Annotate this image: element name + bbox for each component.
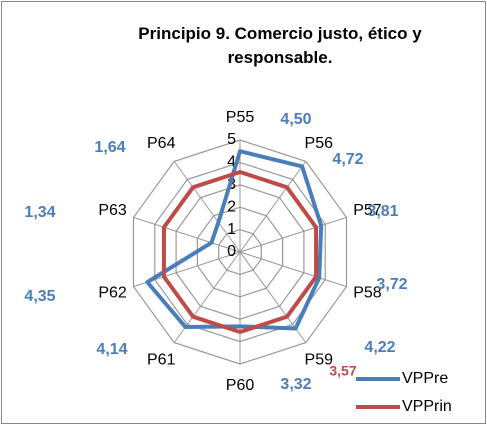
spoke — [133, 216, 241, 253]
category-label: P58 — [353, 285, 382, 302]
category-label: P55 — [226, 109, 255, 126]
category-label: P59 — [305, 352, 334, 369]
category-label: P61 — [147, 352, 176, 369]
category-label: P63 — [98, 202, 127, 219]
grid-ring — [218, 228, 262, 276]
category-label: P60 — [226, 377, 255, 394]
r-tick-label: 4 — [227, 154, 236, 171]
category-label: P56 — [305, 135, 334, 152]
value-label: 3,57 — [329, 363, 356, 379]
chart-title: Principio 9. Comercio justo, ético y res… — [138, 24, 422, 67]
grid-ring — [175, 184, 305, 320]
series-line — [161, 170, 319, 334]
spoke — [239, 251, 347, 288]
category-label: P57 — [353, 202, 382, 219]
value-label: 4,50 — [280, 111, 311, 128]
spoke — [239, 161, 307, 253]
legend-label: VPPrin — [402, 398, 452, 415]
r-tick-label: 2 — [227, 198, 236, 215]
r-tick-label: 5 — [227, 131, 236, 148]
spoke — [239, 216, 347, 253]
value-label: 1,34 — [24, 204, 55, 221]
value-label: 3,72 — [376, 276, 407, 293]
value-label: 4,22 — [364, 339, 395, 356]
value-label: 4,72 — [332, 151, 363, 168]
value-label: 4,35 — [24, 288, 55, 305]
value-label: 3,81 — [367, 203, 398, 220]
legend-label: VPPre — [402, 370, 448, 387]
category-label: P64 — [147, 135, 176, 152]
value-label: 4,14 — [96, 341, 127, 358]
value-label: 1,64 — [94, 139, 125, 156]
r-tick-label: 1 — [227, 221, 236, 238]
spoke — [173, 161, 241, 253]
category-label: P62 — [98, 285, 127, 302]
grid-ring — [132, 139, 348, 365]
grid-ring — [196, 206, 284, 298]
r-tick-label: 0 — [227, 243, 236, 260]
series-line — [145, 149, 324, 331]
value-label: 3,32 — [280, 376, 311, 393]
